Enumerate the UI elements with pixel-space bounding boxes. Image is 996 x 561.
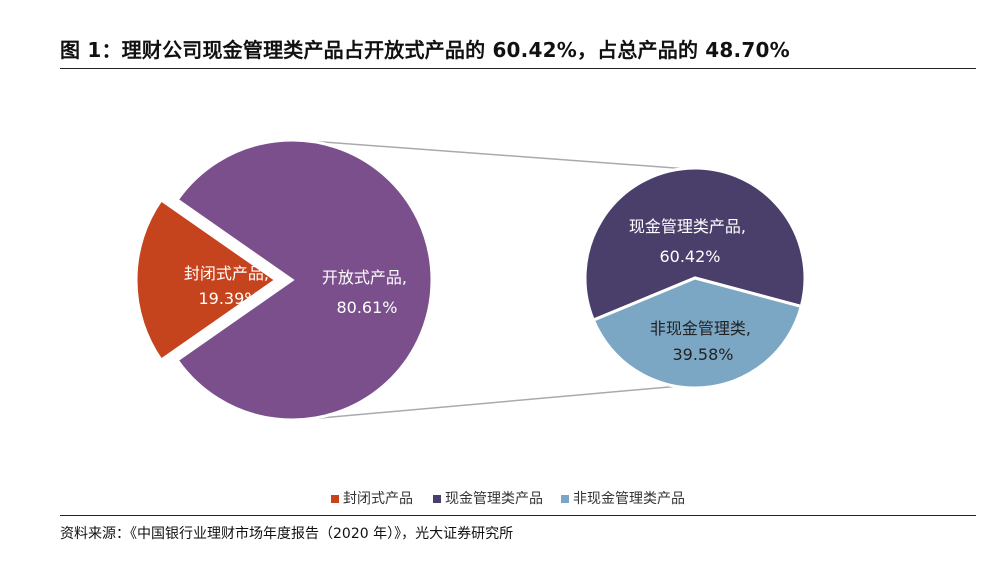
legend-label-noncash: 非现金管理类产品: [573, 491, 685, 507]
legend-swatch-closed: [331, 495, 339, 503]
slice-label-closed-name: 封闭式产品,: [184, 264, 269, 283]
slice-label-cash-name: 现金管理类产品,: [629, 217, 746, 236]
chart-title: 图 1：理财公司现金管理类产品占开放式产品的 60.42%，占总产品的 48.7…: [60, 38, 790, 62]
secondary-pie: 现金管理类产品, 60.42% 非现金管理类, 39.58%: [583, 166, 807, 390]
slice-open-products: [175, 138, 434, 422]
connector-line-bottom: [306, 385, 676, 420]
legend-swatch-noncash: [561, 495, 569, 503]
slice-label-open-name: 开放式产品,: [322, 268, 407, 287]
slice-label-open: 开放式产品, 80.61%: [322, 268, 412, 317]
slice-label-cash: 现金管理类产品, 60.42%: [629, 217, 751, 266]
slice-label-closed: 封闭式产品, 19.39%: [184, 264, 274, 308]
slice-label-noncash-name: 非现金管理类,: [650, 319, 751, 338]
main-pie: 封闭式产品, 19.39% 开放式产品, 80.61%: [134, 138, 434, 422]
legend-label-cash: 现金管理类产品: [445, 491, 543, 507]
legend-swatch-cash: [433, 495, 441, 503]
legend: 封闭式产品 现金管理类产品 非现金管理类产品: [331, 491, 685, 507]
slice-closed-products: [134, 197, 279, 363]
slice-label-noncash-value: 39.58%: [672, 345, 733, 364]
slice-label-cash-value: 60.42%: [659, 247, 720, 266]
legend-label-closed: 封闭式产品: [343, 491, 413, 507]
slice-label-noncash: 非现金管理类, 39.58%: [650, 319, 756, 364]
footer-divider: [60, 515, 976, 516]
source-note: 资料来源：《中国银行业理财市场年度报告（2020 年）》，光大证券研究所: [60, 526, 514, 542]
connector-line-top: [306, 140, 684, 170]
title-divider: [60, 68, 976, 69]
slice-cash-management: [583, 166, 807, 323]
slice-label-open-value: 80.61%: [336, 298, 397, 317]
slice-non-cash-management: [591, 276, 804, 390]
slice-label-closed-value: 19.39%: [198, 289, 259, 308]
